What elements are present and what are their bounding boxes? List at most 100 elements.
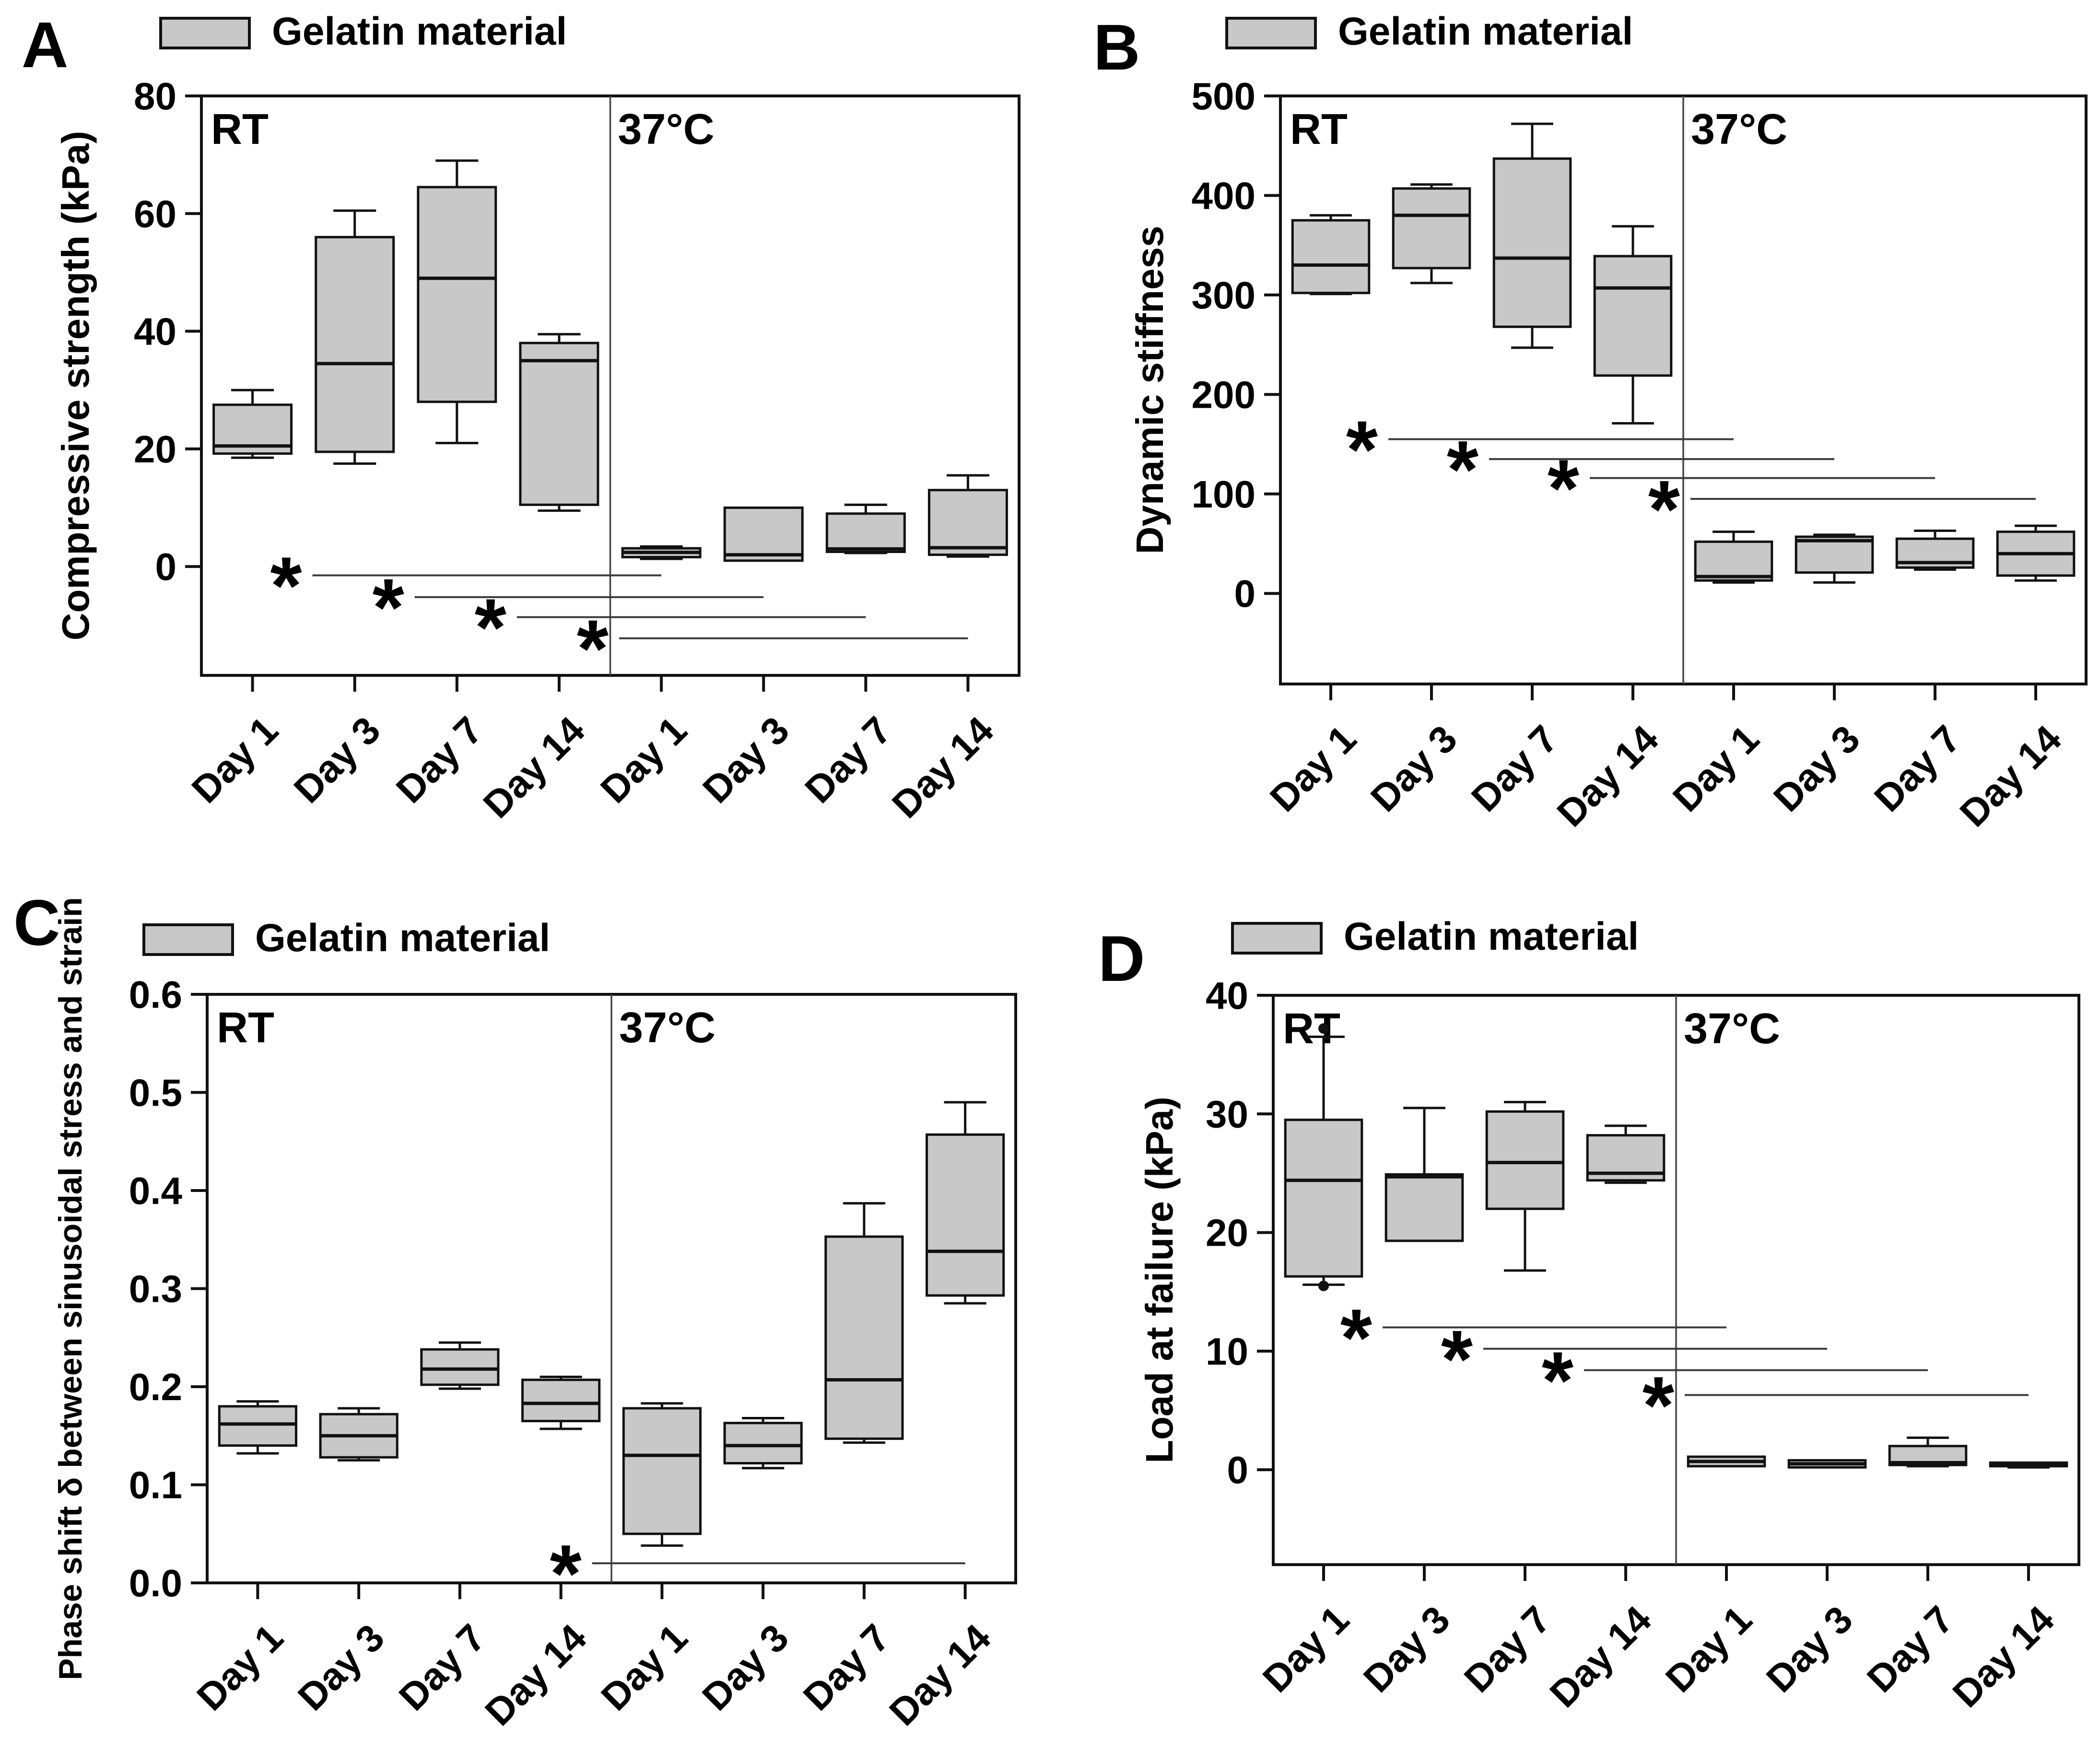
section-label-37c: 37°C [1684, 1005, 1780, 1053]
box-RT-Day-1 [1291, 214, 1371, 295]
box-RT-Day-1 [218, 1400, 297, 1455]
box-RT-Day-7 [417, 159, 497, 445]
section-label-rt: RT [211, 106, 269, 153]
box-RT-Day-3 [319, 1407, 399, 1462]
legend-swatch [159, 17, 251, 49]
panel-D: 0 10 20 30 40 Day 1 Day 3 Day 7 Day 14 Day 1 Day 3… [1050, 878, 2100, 1757]
x-tick-label: Day 14 [1542, 1598, 1660, 1716]
box-RT-Day-14 [519, 333, 599, 512]
iqr-box [1384, 1173, 1464, 1242]
box-RT-Day-1 [1284, 1023, 1363, 1291]
iqr-box [420, 1348, 500, 1386]
x-tick-label: Day 3 [1758, 1598, 1861, 1700]
y-tick-label: 20 [1206, 1212, 1248, 1254]
x-tick-label: Day 14 [477, 1616, 595, 1734]
section-label-37c: 37°C [619, 1004, 716, 1052]
box-37C-Day-14 [1989, 1461, 2068, 1469]
y-tick-label: 40 [1206, 974, 1248, 1017]
legend: Gelatin material [1225, 10, 1633, 53]
iqr-box [519, 342, 599, 506]
box-37C-Day-7 [1888, 1436, 1968, 1468]
panel-B: 0 100 200 300 400 500 Day 1 Day 3 Day 7 Day 14 Day… [1050, 0, 2100, 878]
x-tick-label: Day 1 [592, 708, 695, 811]
panel-letter: B [1093, 11, 1140, 83]
x-tick-label: Day 3 [694, 1616, 797, 1719]
iqr-box [1795, 535, 1874, 574]
iqr-box [824, 1235, 904, 1440]
y-tick-label: 30 [1206, 1093, 1248, 1135]
significance-asterisk: * [577, 603, 609, 695]
box-37C-Day-7 [825, 503, 906, 554]
box-37C-Day-14 [927, 474, 1008, 558]
significance-asterisk: * [270, 541, 302, 632]
x-tick-label: Day 14 [884, 708, 1002, 826]
box-RT-Day-1 [212, 389, 293, 459]
box-37C-Day-1 [1687, 1455, 1766, 1468]
x-tick-label: Day 14 [881, 1616, 999, 1734]
y-tick-label: 0 [155, 545, 177, 588]
significance-asterisk: * [1340, 1292, 1372, 1383]
y-tick-label: 0.0 [129, 1562, 182, 1604]
iqr-box [1593, 255, 1673, 377]
section-label-rt: RT [1283, 1005, 1340, 1053]
panel-A: 0 20 40 60 80 Day 1 Day 3 Day 7 Day 14 Day 1 Day 3… [0, 0, 1050, 878]
significance-asterisk: * [373, 562, 404, 653]
box-37C-Day-1 [621, 545, 702, 560]
y-axis-title: Phase shift δ between sinusoidal stress … [52, 897, 89, 1680]
y-axis-title: Load at failure (kPa) [1138, 1097, 1181, 1463]
iqr-box [1485, 1110, 1565, 1210]
x-tick-label: Day 3 [1362, 717, 1465, 820]
y-tick-label: 0.1 [129, 1464, 182, 1507]
x-tick-label: Day 14 [475, 708, 593, 826]
y-tick-label: 0.3 [129, 1268, 182, 1310]
panel-letter: C [13, 886, 60, 959]
box-37C-Day-1 [1694, 531, 1773, 584]
box-37C-Day-14 [926, 1101, 1005, 1305]
section-label-rt: RT [1290, 106, 1348, 153]
y-tick-label: 300 [1192, 274, 1255, 317]
box-RT-Day-7 [1485, 1101, 1565, 1272]
significance-asterisk: * [475, 582, 506, 673]
y-axis-title: Dynamic stiffness [1128, 226, 1171, 554]
panel-letter: A [22, 9, 69, 81]
legend: Gelatin material [1231, 915, 1639, 958]
y-tick-label: 200 [1192, 373, 1255, 416]
y-tick-label: 60 [134, 192, 176, 235]
y-axis-title: Compressive strength (kPa) [54, 131, 97, 641]
x-tick-label: Day 1 [189, 1616, 292, 1719]
iqr-box [926, 1133, 1005, 1297]
iqr-box [723, 1422, 803, 1465]
x-tick-label: Day 1 [1255, 1598, 1357, 1700]
x-tick-label: Day 1 [1657, 1598, 1760, 1700]
iqr-box [315, 236, 395, 453]
section-label-37c: 37°C [618, 106, 715, 153]
legend: Gelatin material [142, 916, 550, 960]
y-tick-label: 0 [1234, 572, 1256, 615]
box-RT-Day-14 [521, 1376, 601, 1430]
box-RT-Day-3 [315, 209, 395, 465]
outlier-point [1318, 1023, 1329, 1034]
y-tick-label: 0.5 [129, 1072, 182, 1114]
significance-asterisk: * [1548, 443, 1579, 534]
legend-label: Gelatin material [255, 916, 550, 960]
legend-swatch [1225, 17, 1317, 49]
iqr-box [1392, 187, 1471, 270]
significance-asterisk: * [1648, 464, 1680, 555]
x-tick-label: Day 3 [286, 708, 388, 811]
y-tick-label: 0 [1227, 1449, 1249, 1491]
y-tick-label: 500 [1192, 75, 1255, 118]
box-37C-Day-7 [1895, 530, 1975, 571]
box-37C-Day-7 [824, 1202, 904, 1444]
iqr-box [825, 512, 906, 553]
box-RT-Day-7 [420, 1341, 500, 1390]
iqr-box [723, 506, 804, 562]
legend-label: Gelatin material [1344, 915, 1639, 958]
legend-swatch [142, 923, 234, 956]
significance-asterisk: * [1346, 404, 1378, 495]
significance-asterisk: * [1447, 424, 1478, 515]
iqr-box [1284, 1119, 1363, 1278]
box-RT-Day-14 [1586, 1124, 1666, 1184]
x-tick-label: Day 3 [1355, 1598, 1458, 1700]
y-tick-label: 400 [1192, 174, 1255, 217]
